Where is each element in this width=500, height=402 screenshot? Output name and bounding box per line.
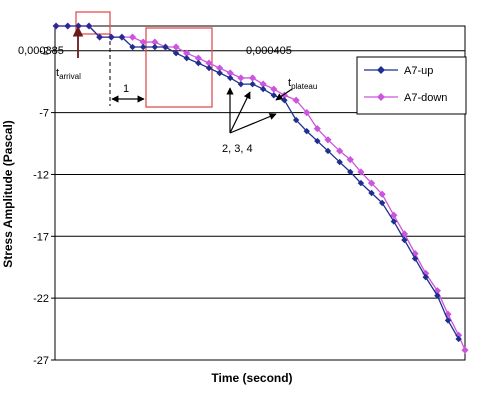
series-layer [52, 22, 469, 354]
data-point-a7-up [422, 273, 429, 281]
data-point-a7-up [314, 137, 321, 145]
legend-box [356, 56, 467, 115]
highlight-box-region-1 [145, 27, 213, 108]
data-point-a7-up [455, 335, 462, 343]
data-point-a7-up [108, 33, 115, 41]
data-point-a7-down [205, 59, 213, 67]
data-point-a7-up [270, 92, 278, 99]
data-point-a7-up [216, 69, 223, 77]
data-point-a7-down [324, 136, 332, 144]
data-point-a7-down [151, 38, 159, 46]
y-axis-ticks: -2 -7 -12 -17 -22 -27 [33, 46, 55, 367]
y-tick-label: -12 [33, 169, 49, 181]
data-point-a7-down [400, 230, 409, 238]
data-point-a7-up [444, 317, 452, 324]
data-point-a7-up [401, 236, 408, 244]
data-point-a7-down [346, 156, 354, 164]
x-tick-label: 0,000405 [246, 45, 292, 57]
highlight-box-arrival [75, 11, 111, 35]
data-point-a7-up [281, 97, 288, 104]
data-point-a7-up [139, 43, 147, 51]
data-point-a7-down [216, 64, 224, 72]
t-arrival-label: tarrival [56, 67, 81, 81]
data-point-a7-up [347, 168, 354, 176]
data-point-a7-down [292, 96, 300, 104]
x-axis-title: Time (second) [211, 371, 292, 385]
legend-marker-a7-up [377, 66, 385, 74]
data-point-a7-down [390, 211, 398, 219]
data-point-a7-down [357, 168, 365, 176]
data-point-a7-down [378, 190, 386, 198]
data-point-a7-up [172, 50, 180, 57]
arrow-4 [229, 113, 277, 134]
data-point-a7-up [434, 292, 441, 299]
data-point-a7-up [227, 74, 234, 82]
data-point-a7-down [367, 179, 376, 187]
x-tick-label: 0,000385 [18, 45, 64, 57]
data-point-a7-up [357, 179, 365, 187]
data-point-a7-down [237, 74, 245, 82]
data-point-a7-up [390, 218, 398, 225]
data-point-a7-up [378, 199, 386, 207]
data-point-a7-up [205, 64, 213, 72]
data-point-a7-up [129, 43, 136, 51]
data-point-a7-down [461, 346, 469, 354]
arrow-3 [229, 91, 251, 134]
data-point-a7-down [411, 250, 419, 258]
data-point-a7-up [195, 59, 202, 67]
data-point-a7-up [162, 43, 169, 51]
data-point-a7-up [336, 158, 343, 166]
data-point-a7-up [292, 116, 300, 124]
data-point-a7-down [226, 69, 234, 77]
data-point-a7-up [96, 33, 103, 41]
y-tick-label: -2 [39, 46, 49, 58]
data-point-a7-down [270, 85, 278, 93]
data-point-a7-up [237, 80, 245, 88]
legend: A7-up A7-down [356, 56, 467, 115]
data-point-a7-up [85, 22, 93, 30]
plateau-arrow [275, 88, 293, 101]
y-tick-label: -7 [39, 108, 49, 120]
t-plateau-label: tplateau [288, 77, 317, 91]
series-line-a7-up [56, 25, 460, 340]
y-tick-label: -17 [33, 231, 49, 243]
data-point-a7-up [118, 33, 126, 41]
data-point-a7-up [303, 127, 310, 135]
data-point-a7-up [368, 189, 375, 197]
data-point-a7-down [336, 147, 344, 155]
interval-1-label: 1 [123, 83, 129, 95]
label-2-3-4: 2, 3, 4 [222, 143, 253, 155]
data-point-a7-down [313, 125, 321, 133]
data-point-a7-up [411, 255, 419, 262]
y-axis-title: Stress Amplitude (Pascal) [1, 120, 15, 268]
data-point-a7-down [455, 331, 463, 339]
data-point-a7-down [303, 108, 311, 117]
data-point-a7-up [151, 43, 159, 51]
data-point-a7-up [183, 54, 190, 62]
data-point-a7-down [128, 33, 137, 41]
data-point-a7-up [259, 85, 267, 93]
data-point-a7-up [64, 22, 71, 30]
data-point-a7-down [194, 54, 202, 62]
legend-label-a7-up: A7-up [404, 65, 433, 77]
data-point-a7-down [139, 38, 147, 46]
data-point-a7-down [172, 43, 180, 51]
data-point-a7-up [249, 80, 256, 88]
data-point-a7-down [183, 49, 191, 57]
data-point-a7-up [324, 147, 332, 155]
data-point-a7-down [259, 80, 267, 88]
data-point-a7-up [52, 22, 60, 30]
legend-label-a7-down: A7-down [404, 92, 447, 104]
y-tick-label: -27 [33, 355, 49, 367]
y-tick-label: -22 [33, 293, 49, 305]
legend-marker-a7-down [377, 93, 385, 101]
data-point-a7-down [248, 74, 257, 82]
plot-frame [54, 25, 466, 361]
